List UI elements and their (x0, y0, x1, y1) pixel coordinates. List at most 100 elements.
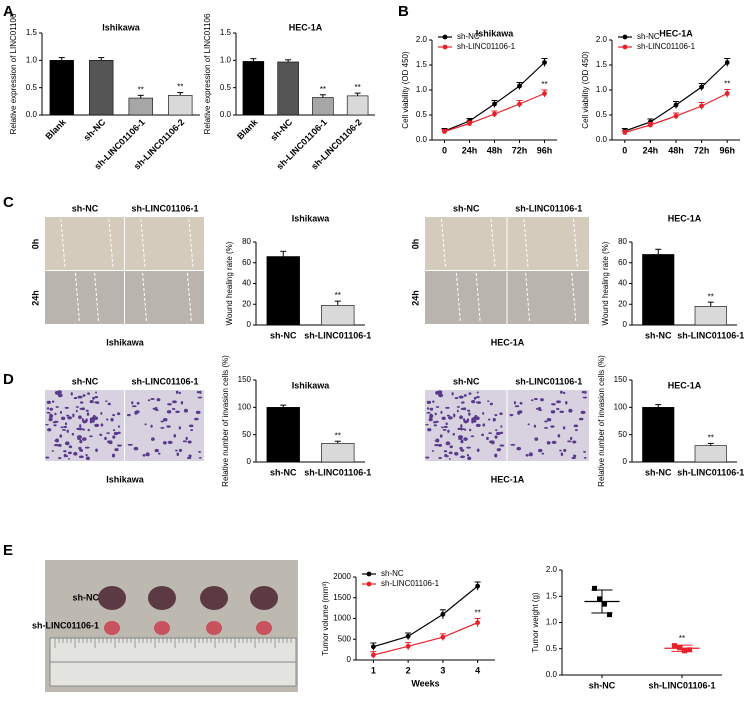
cell (568, 408, 573, 413)
cell (495, 429, 498, 432)
y-tick-label: 1.0 (596, 85, 608, 94)
cell (73, 451, 78, 456)
chart-title: Ishikawa (292, 213, 331, 223)
x-tick-label: sh-NC (270, 330, 297, 340)
y-tick-label: 40 (618, 279, 627, 288)
cell (560, 452, 564, 456)
x-tick-label: 1 (371, 665, 376, 675)
point (467, 121, 472, 126)
point (699, 84, 704, 90)
cell (171, 408, 176, 411)
y-tick-label: 1.5 (220, 28, 232, 37)
legend-marker (366, 581, 372, 587)
cell (166, 410, 172, 414)
panel-label: A (3, 3, 14, 20)
cell (559, 410, 565, 414)
y-axis-label: Tumor volume (mm³) (321, 581, 330, 656)
x-tick-label: sh-NC (268, 117, 294, 143)
cell (145, 452, 150, 457)
y-tick-label: 0.0 (26, 110, 38, 119)
x-tick-label: sh-LINC01106-1 (304, 330, 371, 340)
x-tick-label: 72h (694, 145, 710, 155)
caption: HEC-1A (491, 474, 525, 484)
y-tick-label: 50 (618, 430, 627, 439)
wound-edge (475, 272, 481, 323)
significance: ** (335, 291, 341, 300)
cell (162, 441, 167, 445)
cell (425, 456, 430, 459)
cell (127, 443, 133, 446)
cell (53, 444, 59, 447)
point (475, 583, 481, 589)
y-axis-label: Relative expression of LINC01106 (203, 13, 212, 134)
y-tick-label: 0 (623, 320, 628, 329)
point (370, 652, 376, 658)
y-tick-label: 100 (614, 402, 628, 411)
y-tick-label: 1000 (333, 614, 351, 623)
row-label: 0h (30, 239, 40, 250)
y-axis-label: Relative number of invasion cells (%) (597, 355, 606, 487)
bar (277, 61, 299, 116)
point (724, 60, 730, 65)
cell (540, 398, 544, 402)
cell (79, 427, 82, 431)
cell (499, 412, 503, 416)
cell (434, 412, 437, 416)
cell (171, 400, 177, 404)
cell (91, 419, 95, 423)
row-label: 24h (410, 290, 420, 306)
point (517, 101, 522, 107)
cell (470, 435, 475, 438)
cell (488, 418, 491, 421)
cell (571, 456, 576, 460)
cell (78, 446, 82, 450)
x-tick-label: 48h (668, 145, 684, 155)
y-tick-label: 0.5 (220, 83, 232, 92)
column-label: sh-LINC01106-1 (131, 376, 198, 386)
y-tick-label: 50 (242, 430, 251, 439)
chart-title: HEC-1A (659, 28, 693, 38)
legend-label: sh-LINC01106-1 (381, 579, 440, 588)
cell (185, 436, 188, 441)
cell (578, 417, 584, 421)
cell (448, 458, 451, 460)
cell (496, 448, 502, 452)
cell (85, 409, 89, 412)
x-tick-label: sh-NC (645, 330, 672, 340)
cell (452, 432, 455, 436)
cell (66, 429, 69, 433)
cell (425, 423, 429, 426)
cell (562, 426, 566, 430)
point (687, 647, 692, 653)
micrograph-image (425, 271, 507, 324)
cell (451, 392, 454, 396)
cell (499, 444, 505, 447)
y-tick-label: 0 (247, 320, 252, 329)
cell (92, 397, 95, 400)
bar (694, 306, 727, 326)
chart-title: Ishikawa (102, 22, 141, 32)
cell (516, 446, 522, 451)
y-tick-label: 1.5 (546, 591, 558, 600)
tumor (98, 586, 126, 610)
cell (481, 433, 484, 437)
y-axis-label: Cell viability (OD 450) (581, 51, 590, 129)
cell (49, 413, 53, 418)
cell (499, 431, 504, 435)
cell (82, 420, 88, 424)
cell (447, 416, 453, 420)
cell (52, 421, 57, 424)
cell (475, 423, 481, 428)
cell (538, 409, 543, 411)
cell (85, 456, 90, 461)
point (699, 103, 704, 109)
y-tick-label: 1.0 (416, 85, 428, 94)
cell (156, 398, 161, 402)
cell (426, 400, 432, 404)
bar (642, 407, 675, 463)
cell (433, 424, 437, 427)
cell (574, 429, 578, 432)
y-tick-label: 150 (614, 375, 628, 384)
cell (196, 390, 200, 394)
legend-marker (442, 34, 448, 40)
